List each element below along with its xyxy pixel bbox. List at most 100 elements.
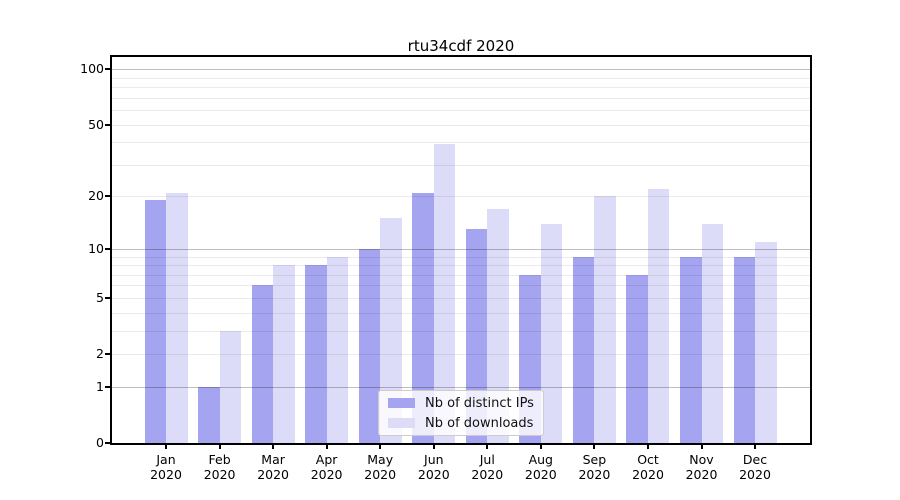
minor-gridline bbox=[112, 124, 810, 126]
y-tick-label: 20 bbox=[88, 188, 104, 204]
major-gridline bbox=[112, 386, 810, 388]
legend-row-downloads: Nb of downloads bbox=[388, 416, 534, 431]
bar-downloads-jul bbox=[487, 208, 509, 443]
bar-ips-feb bbox=[198, 386, 220, 443]
x-tick-label-feb: Feb 2020 bbox=[191, 452, 249, 482]
y-tick-mark bbox=[105, 195, 111, 198]
minor-gridline bbox=[112, 110, 810, 111]
bar-downloads-nov bbox=[701, 223, 723, 443]
bar-downloads-jan bbox=[166, 192, 188, 443]
x-tick-label-jul: Jul 2020 bbox=[458, 452, 516, 482]
x-tick-label-year: 2020 bbox=[471, 467, 504, 482]
y-tick-mark bbox=[105, 296, 111, 299]
bar-downloads-apr bbox=[326, 256, 349, 443]
bar-downloads-oct bbox=[647, 189, 670, 443]
minor-gridline bbox=[112, 164, 810, 166]
x-tick-label-may: May 2020 bbox=[351, 452, 409, 482]
bar-ips-apr bbox=[305, 265, 327, 443]
bar-downloads-jun bbox=[433, 144, 456, 443]
bar-downloads-may bbox=[380, 218, 402, 443]
minor-gridline bbox=[112, 354, 810, 355]
x-tick-label-year: 2020 bbox=[310, 467, 343, 482]
bar-ips-oct bbox=[626, 274, 648, 443]
x-tick-mark bbox=[539, 444, 542, 449]
minor-gridline bbox=[112, 285, 810, 287]
y-tick-label: 50 bbox=[88, 116, 104, 132]
x-tick-label-year: 2020 bbox=[203, 467, 236, 482]
y-tick-label: 0 bbox=[96, 435, 104, 450]
bar-downloads-aug bbox=[540, 223, 563, 443]
x-tick-label-sep: Sep 2020 bbox=[565, 452, 623, 482]
bar-downloads-mar bbox=[273, 265, 295, 443]
x-tick-label-year: 2020 bbox=[257, 467, 289, 482]
legend-label-distinct-ips: Nb of distinct IPs bbox=[425, 395, 534, 411]
y-tick-label: 1 bbox=[96, 378, 104, 394]
minor-gridline bbox=[112, 196, 810, 198]
minor-gridline bbox=[112, 142, 810, 144]
bar-ips-nov bbox=[680, 256, 702, 443]
x-tick-mark bbox=[379, 444, 382, 449]
x-tick-mark bbox=[647, 444, 649, 449]
x-tick-mark bbox=[754, 444, 756, 449]
legend: Nb of distinct IPs Nb of downloads bbox=[378, 390, 544, 436]
x-tick-label-year: 2020 bbox=[632, 467, 664, 482]
y-tick-label: 100 bbox=[80, 61, 104, 77]
bar-ips-jan bbox=[144, 200, 166, 443]
bar-ips-mar bbox=[251, 285, 274, 443]
chart-title: rtu34cdf 2020 bbox=[407, 37, 515, 55]
legend-swatch-downloads bbox=[388, 418, 415, 428]
x-tick-mark bbox=[218, 444, 221, 449]
x-tick-label-year: 2020 bbox=[364, 467, 397, 482]
minor-gridline bbox=[112, 274, 810, 276]
x-tick-label-year: 2020 bbox=[685, 467, 718, 482]
bar-ips-sep bbox=[572, 256, 595, 443]
x-tick-label-jun: Jun 2020 bbox=[405, 452, 463, 482]
x-tick-label-dec: Dec 2020 bbox=[726, 452, 784, 482]
x-tick-mark bbox=[700, 444, 703, 449]
y-tick-mark bbox=[105, 385, 111, 388]
y-tick-label: 2 bbox=[96, 346, 104, 361]
minor-gridline bbox=[112, 265, 810, 266]
x-tick-mark bbox=[325, 444, 328, 449]
plot-area bbox=[112, 57, 810, 443]
bar-ips-may bbox=[358, 248, 381, 443]
y-tick-mark bbox=[105, 68, 111, 71]
major-gridline bbox=[112, 248, 810, 250]
x-tick-label-year: 2020 bbox=[578, 467, 611, 482]
x-tick-label-year: 2020 bbox=[739, 467, 771, 482]
x-tick-mark bbox=[432, 444, 435, 449]
minor-gridline bbox=[112, 87, 810, 89]
x-tick-label-oct: Oct 2020 bbox=[619, 452, 677, 482]
minor-gridline bbox=[112, 97, 810, 99]
y-tick-mark bbox=[105, 247, 111, 250]
minor-gridline bbox=[112, 330, 810, 332]
y-tick-label: 10 bbox=[88, 240, 104, 256]
y-tick-mark bbox=[105, 123, 111, 126]
minor-gridline bbox=[112, 256, 810, 258]
y-tick-mark bbox=[105, 353, 111, 355]
x-tick-mark bbox=[165, 444, 167, 449]
bar-downloads-feb bbox=[219, 330, 242, 443]
x-tick-mark bbox=[486, 444, 489, 449]
x-tick-mark bbox=[272, 444, 275, 449]
minor-gridline bbox=[112, 297, 810, 299]
y-tick-label: 5 bbox=[96, 289, 104, 305]
major-gridline bbox=[112, 69, 810, 71]
legend-row-distinct-ips: Nb of distinct IPs bbox=[388, 396, 534, 411]
legend-label-downloads: Nb of downloads bbox=[425, 415, 534, 431]
x-tick-label-jan: Jan 2020 bbox=[137, 452, 195, 482]
x-tick-label-year: 2020 bbox=[150, 467, 182, 482]
x-tick-mark bbox=[593, 444, 596, 449]
minor-gridline bbox=[112, 77, 810, 79]
legend-swatch-distinct-ips bbox=[388, 398, 415, 408]
bar-ips-jun bbox=[412, 192, 434, 443]
x-tick-label-mar: Mar 2020 bbox=[244, 452, 302, 482]
bar-ips-dec bbox=[733, 256, 756, 443]
minor-gridline bbox=[112, 312, 810, 314]
x-tick-label-year: 2020 bbox=[524, 467, 557, 482]
bar-downloads-sep bbox=[594, 196, 616, 443]
bar-ips-jul bbox=[465, 229, 488, 443]
x-tick-label-year: 2020 bbox=[417, 467, 450, 482]
x-tick-label-apr: Apr 2020 bbox=[298, 452, 356, 482]
